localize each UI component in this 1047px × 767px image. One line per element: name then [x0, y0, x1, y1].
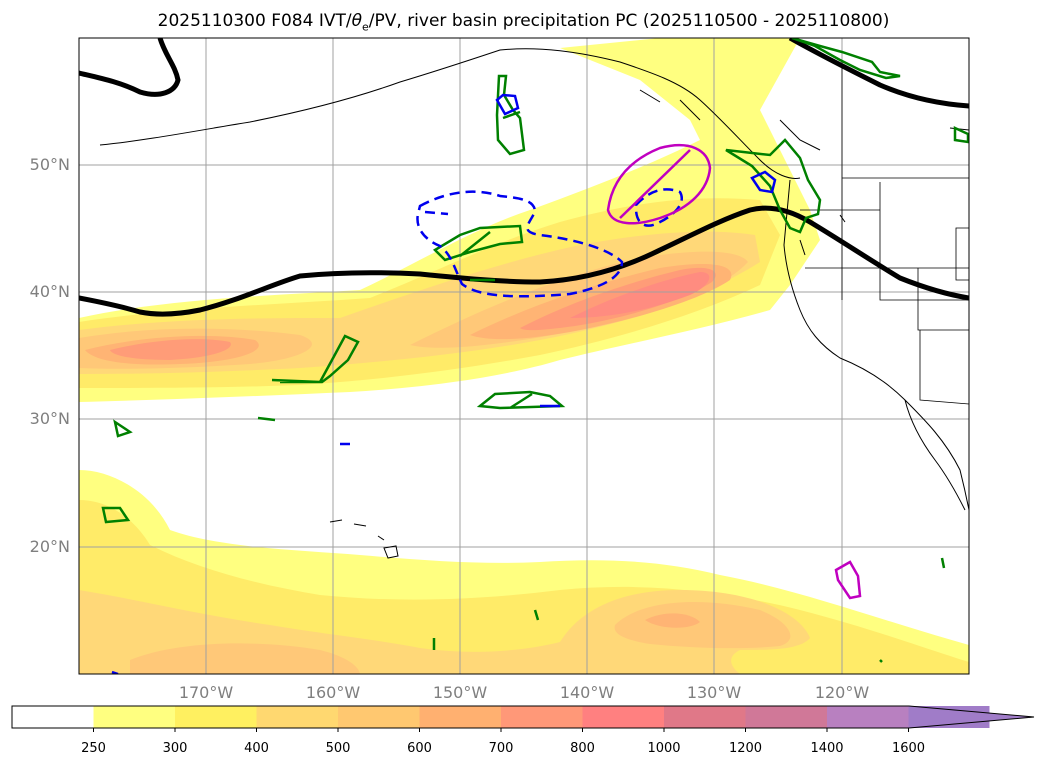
map-title: 2025110300 F084 IVT/θe/PV, river basin p…	[157, 11, 890, 34]
lon-label-170w: 170°W	[178, 683, 234, 702]
lon-label-130w: 130°W	[686, 683, 742, 702]
colorbar-tick-label: 500	[325, 741, 351, 756]
colorbar-tick-label: 700	[488, 741, 514, 756]
colorbar-segment	[664, 706, 746, 728]
colorbar-segment	[501, 706, 583, 728]
lat-label-30n: 30°N	[29, 409, 70, 428]
colorbar-tick-label: 300	[162, 741, 188, 756]
colorbar-tick-label: 600	[407, 741, 432, 756]
colorbar-tick-label: 400	[244, 741, 269, 756]
colorbar-segment	[419, 706, 502, 728]
ivt-band-600	[85, 264, 732, 365]
map-frame	[78, 37, 970, 675]
lon-label-120w: 120°W	[814, 683, 870, 702]
colorbar-tick-label: 800	[570, 741, 595, 756]
theta-contours-blue	[111, 93, 777, 674]
colorbar-extend-arrow	[909, 706, 1034, 728]
colorbar-segment	[745, 706, 828, 728]
pv-contours	[79, 38, 969, 317]
ivt-shading	[79, 38, 969, 674]
colorbar-tick-label: 250	[81, 741, 106, 756]
colorbar-segment	[93, 706, 176, 728]
colorbar-segment	[12, 706, 94, 728]
theta-contours-blue-dashed	[416, 188, 683, 298]
colorbar-tick-label: 1200	[728, 741, 763, 756]
colorbar-segment	[827, 706, 909, 728]
colorbar-segment	[582, 706, 665, 728]
ivt-south-500	[130, 602, 791, 674]
colorbar-segment	[256, 706, 339, 728]
coastlines	[99, 48, 969, 559]
lat-label-50n: 50°N	[29, 155, 70, 174]
colorbar-segment	[338, 706, 420, 728]
colorbar-tick-label: 1600	[891, 741, 926, 756]
colorbar-outline	[11, 705, 1035, 729]
lat-label-40n: 40°N	[29, 282, 70, 301]
colorbar	[11, 705, 1035, 732]
colorbar-tick-label: 1000	[647, 741, 681, 756]
ivt-band-800	[570, 272, 710, 318]
theta-contours-green	[101, 38, 969, 663]
theta-symbol: θ	[351, 11, 362, 31]
ivt-south-600	[645, 613, 700, 628]
theta-subscript: e	[362, 20, 369, 34]
lon-label-140w: 140°W	[559, 683, 615, 702]
precip-contours	[606, 143, 862, 600]
lat-label-20n: 20°N	[29, 537, 70, 556]
lon-label-150w: 150°W	[432, 683, 488, 702]
colorbar-tick-label: 1400	[810, 741, 844, 756]
colorbar-segment	[175, 706, 257, 728]
lon-label-160w: 160°W	[305, 683, 361, 702]
